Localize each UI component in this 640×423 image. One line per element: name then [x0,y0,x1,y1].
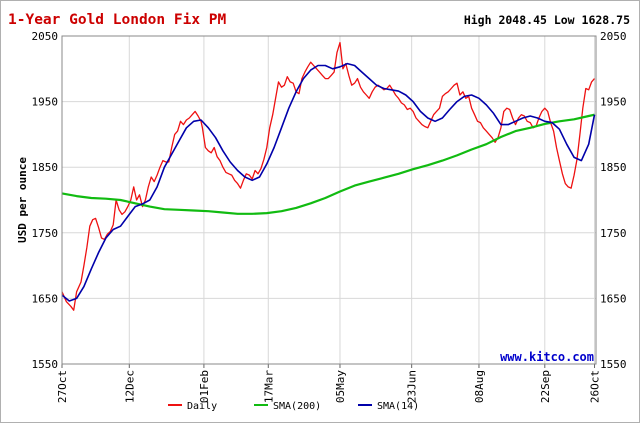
y-tick-label-right: 1950 [600,96,627,109]
series-line-sma200 [61,113,595,215]
y-axis-right: 1550 1650 1750 1850 1950 2050 [600,30,627,371]
watermark: www.kitco.com [500,350,594,364]
x-tick-label: 08Aug [473,370,486,403]
y-tick-label-right: 2050 [600,30,627,43]
y-axis-left: 1550 1650 1750 1850 1950 2050 [32,30,59,371]
y-tick-label: 1750 [32,227,59,240]
legend-label-sma200: SMA(200) [273,401,321,412]
y-tick-label: 1950 [32,96,59,109]
x-tick-label: 12Dec [123,370,136,403]
y-axis-label: USD per ounce [16,157,29,243]
x-tick-label: 22Sep [539,370,552,403]
y-tick-label: 1650 [32,292,59,305]
legend-item-daily: Daily [168,401,217,412]
x-tick-label: 23Jun [406,370,419,403]
x-tick-label: 05May [334,370,347,403]
chart-title: 1-Year Gold London Fix PM [8,12,227,28]
y-tick-label-right: 1850 [600,161,627,174]
plot-area [62,36,596,364]
series-line-sma14 [61,62,596,302]
x-axis: 27Oct 12Dec 01Feb 17Mar 05May 23Jun 08Aug 22Sep… [56,364,602,403]
legend: Daily SMA(200) SMA(14) [168,401,419,412]
x-tick-label: 27Oct [56,370,69,403]
x-tick-label: 17Mar [262,370,275,403]
legend-label-daily: Daily [187,401,217,412]
plot-border [61,35,597,365]
series-line-daily [61,41,595,311]
y-tick-label-right: 1550 [600,358,627,371]
x-tick-label: 26Oct [589,370,602,403]
y-tick-label: 1550 [32,358,59,371]
y-tick-label: 1850 [32,161,59,174]
y-tick-label-right: 1750 [600,227,627,240]
y-tick-label-right: 1650 [600,292,627,305]
legend-item-sma14: SMA(14) [358,401,419,412]
series-layer [61,41,596,311]
legend-label-sma14: SMA(14) [377,401,419,412]
y-tick-label: 2050 [32,30,59,43]
high-low-stats: High 2048.45 Low 1628.75 [464,13,630,27]
legend-item-sma200: SMA(200) [254,401,321,412]
x-tick-label: 01Feb [198,370,211,403]
